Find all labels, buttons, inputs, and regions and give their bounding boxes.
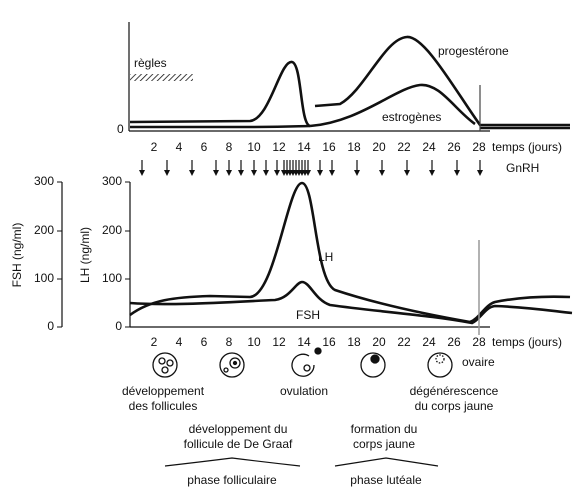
top-day-labels: 2 4 6 8 10 12 14 16 18 20 22 24 26 28 [151,140,486,154]
stage-label: corps jaune [353,437,415,451]
day-label: 16 [322,140,336,154]
y-tick-label: 0 [47,319,54,333]
day-label: 10 [247,335,261,349]
phase-label: phase lutéale [350,473,422,487]
brace [334,457,439,467]
stage-label: ovulation [280,384,328,398]
day-label: 16 [322,335,336,349]
y-tick-label: 200 [34,223,54,237]
progesterone-label: progestérone [438,44,509,58]
stage-label: du corps jaune [415,399,494,413]
gnrh-arrows [139,160,483,176]
y-tick-label: 200 [102,223,122,237]
day-label: 2 [151,140,158,154]
day-label: 4 [176,335,183,349]
ovary-icons [152,347,453,378]
phase-label: phase folliculaire [187,473,277,487]
lh-axis-title: LH (ng/ml) [78,227,92,283]
day-label: 6 [201,140,208,154]
arrow-head [429,170,435,176]
zero-label: 0 [117,122,124,136]
day-label: 2 [151,335,158,349]
day-label: 28 [472,140,486,154]
arrow-head [139,170,145,176]
day-label: 14 [297,335,311,349]
arrow-head [404,170,410,176]
estrogen-curve-1 [129,60,311,128]
day-label: 18 [347,140,361,154]
arrow-head [263,170,269,176]
stage-label: des follicules [129,399,198,413]
y-tick-label: 100 [34,271,54,285]
time-label: temps (jours) [492,335,562,349]
menses-bar [130,74,193,81]
stage-label: développement du [189,422,288,436]
arrow-head [379,170,385,176]
y-tick-label: 300 [34,174,54,188]
time-label: temps (jours) [492,140,562,154]
stage-label: formation du [351,422,418,436]
estrogen-label: estrogènes [382,110,441,124]
day-label: 24 [422,140,436,154]
day-label: 22 [397,140,411,154]
ovary-label: ovaire [462,355,495,369]
arrow-head [477,170,483,176]
stage-label: dégénérescence [410,384,499,398]
arrow-head [189,170,195,176]
arrow-head [213,170,219,176]
stage-label: follicule de De Graaf [184,437,293,451]
day-label: 26 [447,140,461,154]
day-label: 22 [397,335,411,349]
day-label: 26 [447,335,461,349]
arrow-head [305,170,311,176]
estrogen-curve-2 [309,83,476,128]
gnrh-label: GnRH [506,161,539,175]
arrow-head [226,170,232,176]
arrow-head [164,170,170,176]
arrow-head [454,170,460,176]
day-label: 20 [372,140,386,154]
bottom-day-labels: 2 4 6 8 10 12 14 16 18 20 22 24 26 28 [151,335,486,349]
y-tick-label: 300 [102,174,122,188]
day-label: 8 [226,335,233,349]
y-ticks: 300 200 100 0 300 200 100 0 [34,174,130,333]
day-label: 12 [272,140,286,154]
day-label: 28 [472,335,486,349]
stage-label: développement [122,384,205,398]
lh-curve [129,181,571,324]
baseline-curve [130,124,311,129]
fsh-axis-title: FSH (ng/ml) [10,223,24,288]
day-label: 4 [176,140,183,154]
menses-label: règles [134,56,167,70]
arrow-head [251,170,257,176]
day-label: 14 [297,140,311,154]
day-label: 6 [201,335,208,349]
arrow-head [274,170,280,176]
lh-label: LH [318,250,333,264]
arrow-head [354,170,360,176]
day-label: 10 [247,140,261,154]
arrow-head [317,170,323,176]
arrow-head [329,170,335,176]
day-label: 12 [272,335,286,349]
fsh-curve [129,280,573,325]
y-tick-label: 100 [102,271,122,285]
day-label: 20 [372,335,386,349]
fsh-label: FSH [296,308,320,322]
day-label: 24 [422,335,436,349]
progesterone-curve [314,35,570,127]
brace [164,457,301,467]
day-label: 8 [226,140,233,154]
arrow-head [238,170,244,176]
y-tick-label: 0 [115,319,122,333]
day-label: 18 [347,335,361,349]
